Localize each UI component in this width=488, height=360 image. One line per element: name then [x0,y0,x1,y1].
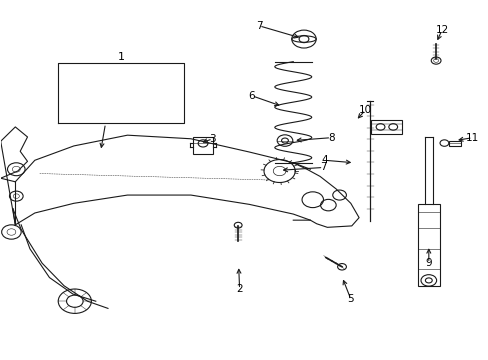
Text: 10: 10 [358,105,371,115]
Text: 1: 1 [118,52,125,62]
Text: 7: 7 [320,162,326,172]
Text: 6: 6 [248,91,255,101]
Bar [417,204,439,286]
Bar [193,136,212,154]
Text: 9: 9 [425,258,431,268]
Text: 5: 5 [347,294,353,304]
Text: 11: 11 [465,133,478,143]
Text: 12: 12 [434,25,447,35]
Bar [370,120,402,134]
Text: 8: 8 [327,133,334,143]
Text: 3: 3 [209,134,216,144]
Bar [448,140,460,145]
Text: 2: 2 [236,284,243,294]
Text: 7: 7 [255,21,262,31]
Text: 4: 4 [321,155,327,165]
